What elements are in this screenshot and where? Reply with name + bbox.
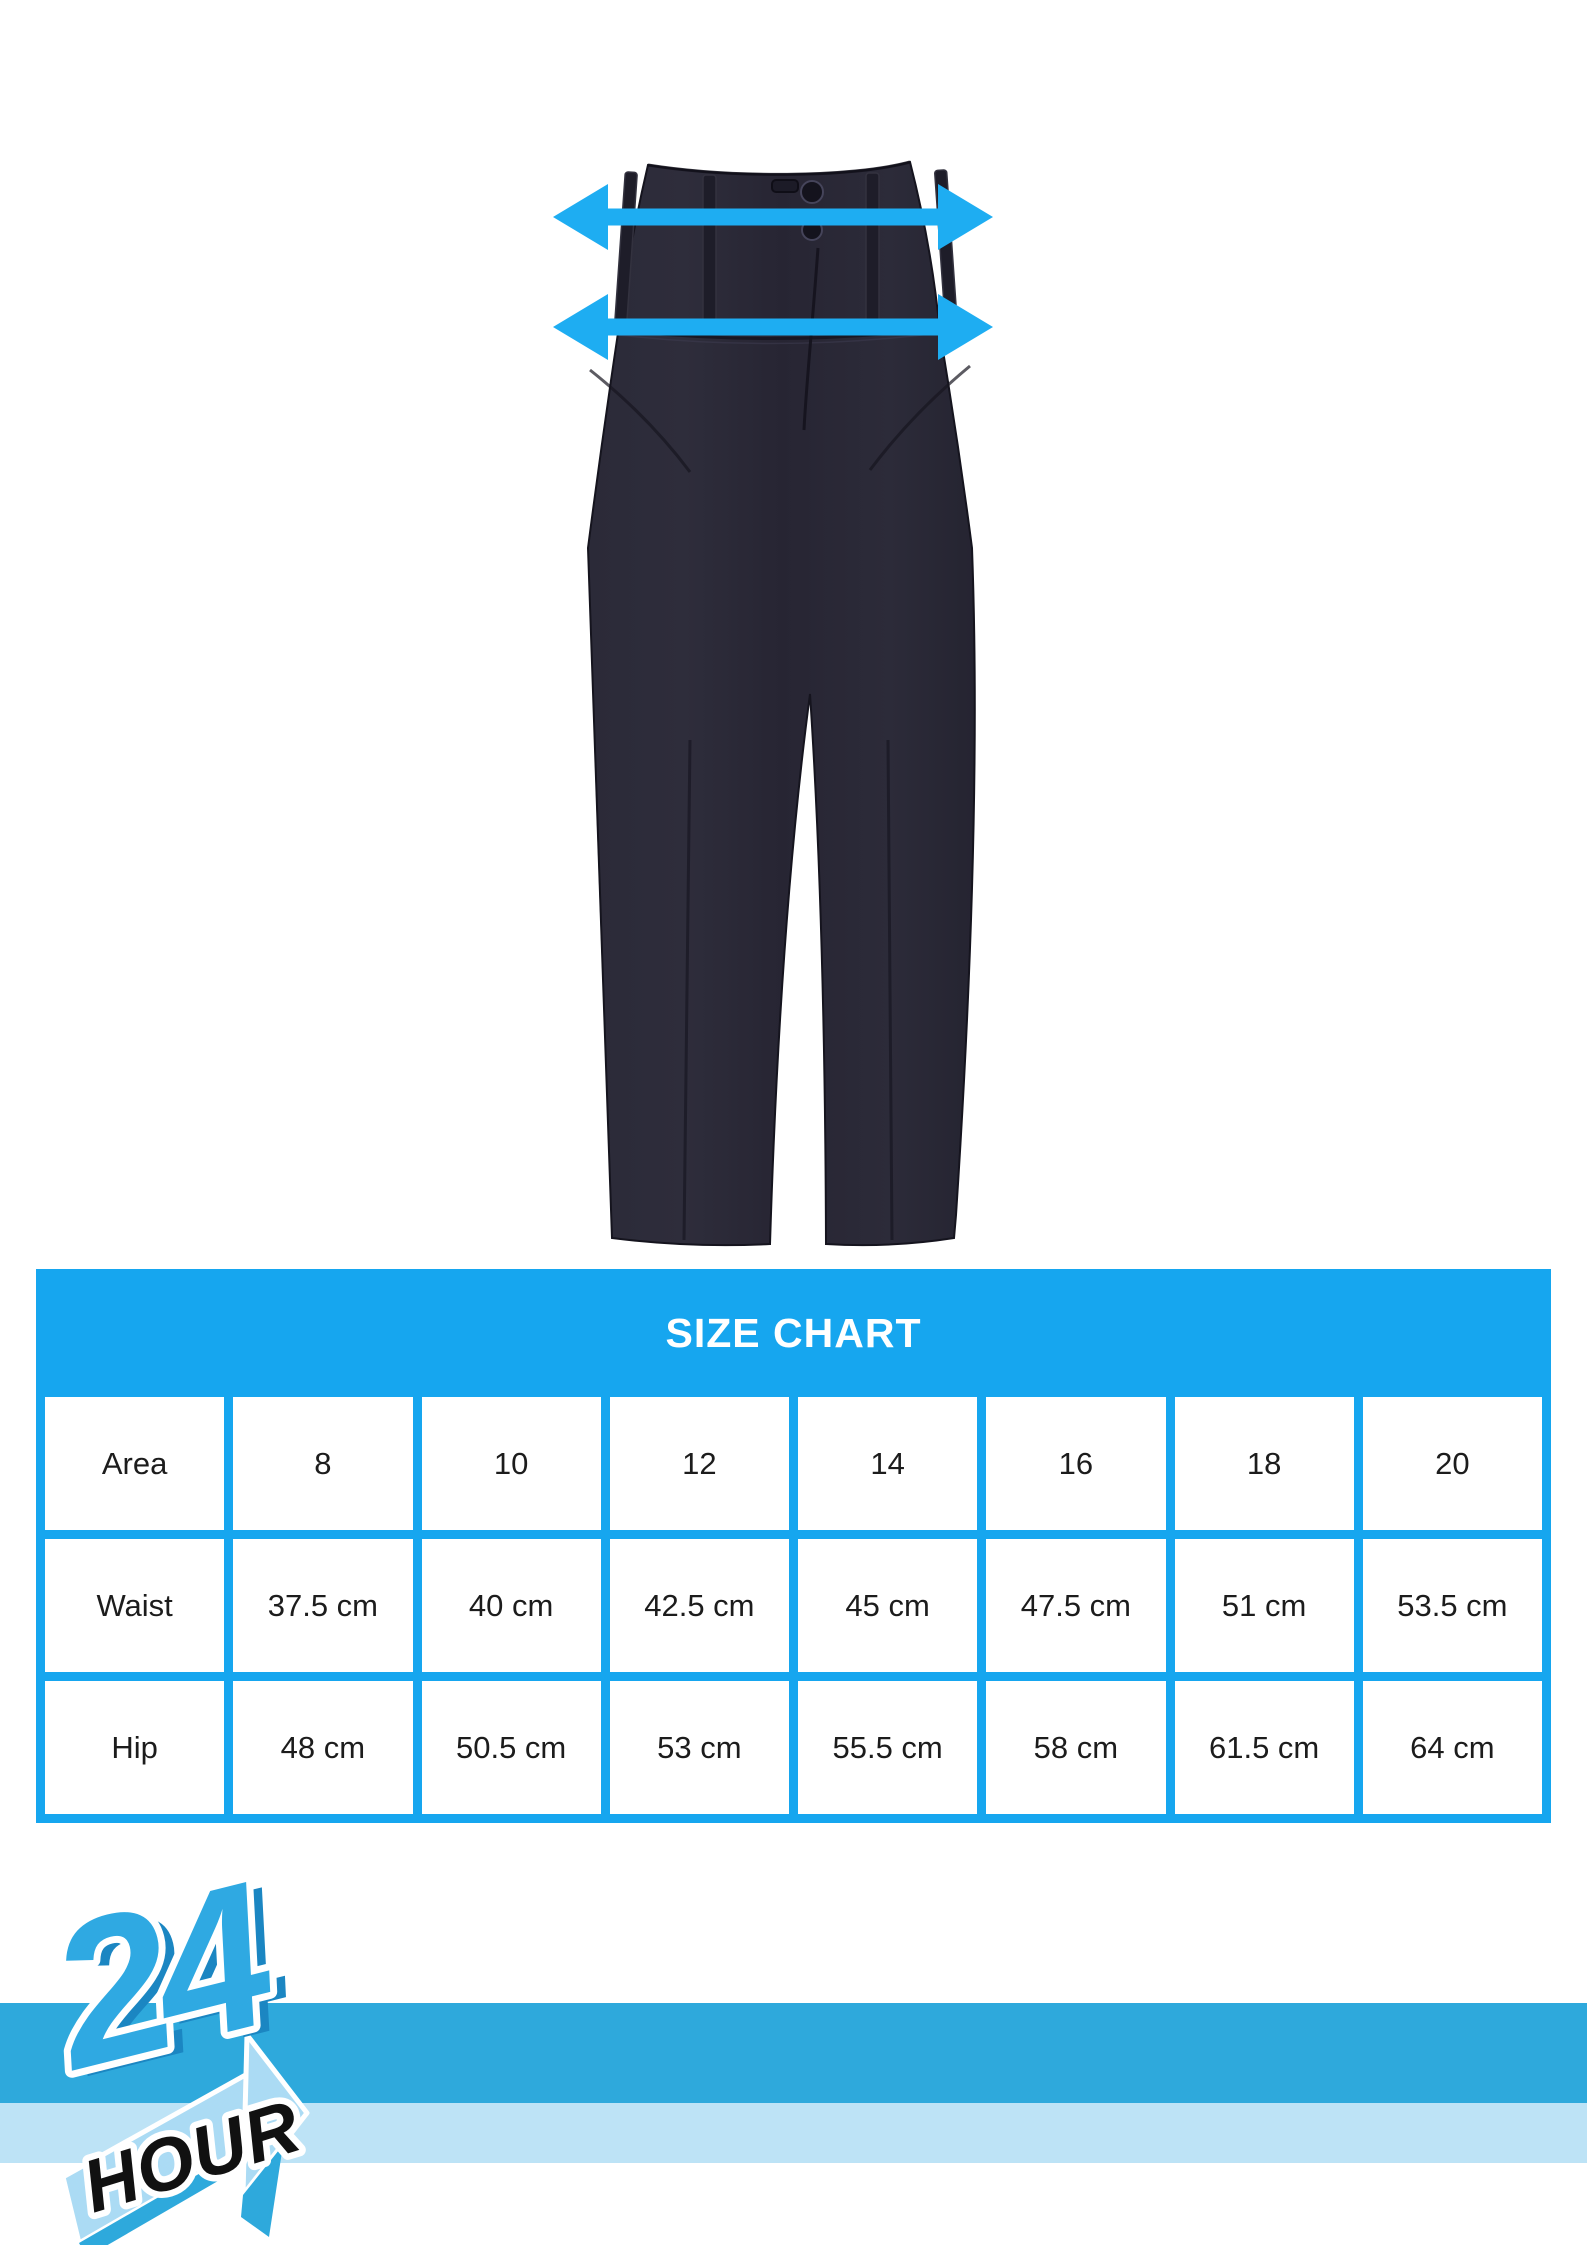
buttonhole-tab bbox=[771, 179, 799, 193]
waist-value: 40 cm bbox=[421, 1539, 601, 1672]
column-header-size: 18 bbox=[1174, 1397, 1354, 1530]
column-header-size: 8 bbox=[233, 1397, 413, 1530]
hip-value: 58 cm bbox=[986, 1681, 1166, 1814]
hip-value: 61.5 cm bbox=[1174, 1681, 1354, 1814]
column-header-size: 10 bbox=[421, 1397, 601, 1530]
hip-value: 55.5 cm bbox=[798, 1681, 978, 1814]
logo-number: 24 24 24 bbox=[19, 1832, 308, 2121]
waist-value: 42.5 cm bbox=[609, 1539, 789, 1672]
row-label: Hip bbox=[45, 1681, 225, 1814]
waist-value: 51 cm bbox=[1174, 1539, 1354, 1672]
column-header-size: 16 bbox=[986, 1397, 1166, 1530]
hip-value: 48 cm bbox=[233, 1681, 413, 1814]
waist-value: 47.5 cm bbox=[986, 1539, 1166, 1672]
pants-product-photo bbox=[553, 160, 993, 1247]
size-chart-title: SIZE CHART bbox=[665, 1309, 922, 1356]
logo-arrow-icon bbox=[60, 2032, 310, 2245]
hip-value: 50.5 cm bbox=[421, 1681, 601, 1814]
column-header-area: Area bbox=[45, 1397, 225, 1530]
row-label: Waist bbox=[45, 1539, 225, 1672]
size-chart-table: SIZE CHART Area 8 10 12 14 16 18 20 Wais… bbox=[36, 1269, 1551, 1823]
hip-measure-arrow-icon bbox=[553, 294, 993, 360]
waist-value: 53.5 cm bbox=[1362, 1539, 1542, 1672]
column-header-size: 12 bbox=[609, 1397, 789, 1530]
size-chart-hip-row: Hip 48 cm 50.5 cm 53 cm 55.5 cm 58 cm 61… bbox=[45, 1681, 1542, 1814]
column-header-size: 20 bbox=[1362, 1397, 1542, 1530]
hip-value: 53 cm bbox=[609, 1681, 789, 1814]
hip-value: 64 cm bbox=[1362, 1681, 1542, 1814]
24-hour-logo: 24 24 24 HOUR HOUR bbox=[19, 1832, 316, 2245]
waistband-button-top bbox=[800, 180, 824, 204]
waist-value: 45 cm bbox=[798, 1539, 978, 1672]
waist-measure-arrow-icon bbox=[553, 184, 993, 250]
size-chart-header-row: Area 8 10 12 14 16 18 20 bbox=[45, 1397, 1542, 1530]
size-chart-waist-row: Waist 37.5 cm 40 cm 42.5 cm 45 cm 47.5 c… bbox=[45, 1539, 1542, 1672]
waist-value: 37.5 cm bbox=[233, 1539, 413, 1672]
column-header-size: 14 bbox=[798, 1397, 978, 1530]
